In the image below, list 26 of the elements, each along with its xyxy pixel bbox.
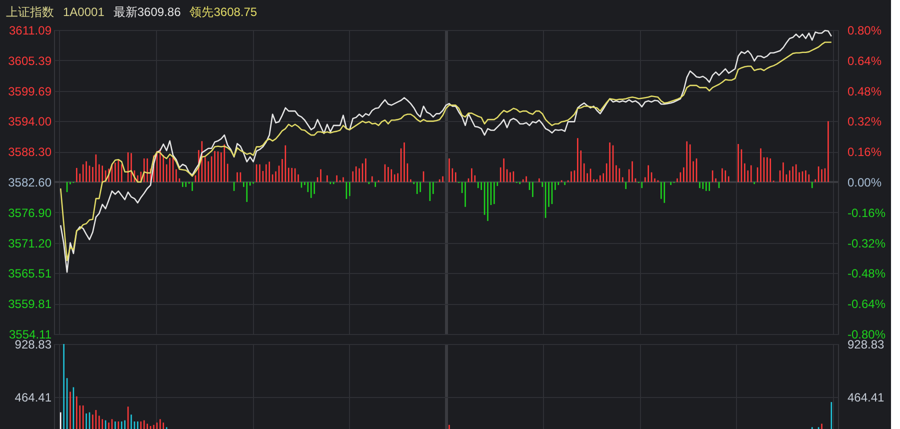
y2-tick-label: 0.16% [848,145,882,160]
y-tick-label: 3571.20 [8,236,52,250]
chart-title: 上证指数 [6,5,54,19]
y2-tick-label: 0.64% [848,54,882,68]
y-tick-label: 3611.09 [9,24,52,38]
y-tick-label: 3594.00 [8,114,52,129]
text: 最新3609.86 [113,5,182,19]
y-tick-label: 464.41 [14,390,52,404]
y2-tick-label: 0.00% [848,176,882,190]
y2-tick-label: -0.48% [848,266,886,281]
y-tick-label: 3582.60 [8,176,52,190]
y-tick-label: 3565.51 [8,266,52,281]
y2-tick-label: 464.41 [848,390,885,404]
y-tick-label: 3599.69 [8,84,52,98]
y-tick-label: 3559.81 [8,297,52,312]
y-tick-label: 3605.39 [8,54,52,68]
y2-tick-label: 0.32% [848,114,882,129]
y2-tick-label: -0.16% [848,206,886,220]
text: 领先3608.75 [190,5,258,19]
y-tick-label: 3588.30 [8,145,52,160]
y2-tick-label: -0.64% [848,297,886,312]
y-tick-label: 3576.90 [8,206,52,220]
y2-tick-label: 0.80% [848,24,882,38]
y2-tick-label: 0.48% [848,84,882,98]
y2-tick-label: -0.32% [848,236,886,250]
chart-subtitle: 1A0001 [63,5,105,19]
